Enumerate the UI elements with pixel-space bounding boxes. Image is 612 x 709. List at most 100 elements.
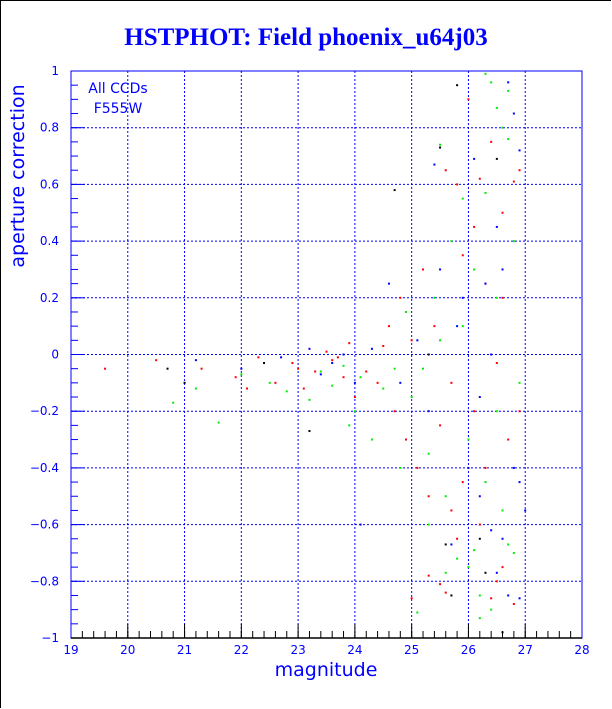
data-point-black [308,430,311,433]
data-point-red [427,574,430,577]
data-point-red [473,410,476,413]
data-point-red [348,342,351,345]
data-point-blue [433,163,436,166]
data-point-green [467,438,470,441]
data-point-green [319,370,322,373]
data-point-green [507,89,510,92]
data-point-red [501,296,504,299]
data-point-green [422,367,425,370]
data-point-red [410,339,413,342]
data-point-blue [461,296,464,299]
data-point-green [308,398,311,401]
data-point-red [444,591,447,594]
data-point-green [353,410,356,413]
data-point-blue [240,367,243,370]
data-point-red [473,225,476,228]
data-point-blue [495,225,498,228]
data-point-red [297,367,300,370]
data-point-red [461,481,464,484]
data-point-red [365,370,368,373]
data-point-green [467,566,470,569]
data-point-green [410,396,413,399]
data-point-blue [478,495,481,498]
data-point-red [427,495,430,498]
data-point-red [314,370,317,373]
data-point-red [257,356,260,359]
data-point-red [478,177,481,180]
y-tick-label: 0.6 [40,177,59,191]
y-tick-label: 0.8 [40,121,59,135]
data-point-red [274,381,277,384]
x-tick-label: 19 [63,643,78,657]
data-point-blue [450,543,453,546]
data-point-green [456,557,459,560]
data-point-green [501,509,504,512]
data-point-red [353,396,356,399]
chart-title: HSTPHOT: Field phoenix_u64j03 [124,24,488,51]
data-point-blue [495,571,498,574]
y-tick-label: −0.4 [30,461,59,475]
data-point-red [450,381,453,384]
data-point-black [450,594,453,597]
data-point-green [495,106,498,109]
data-point-green [416,611,419,614]
data-point-blue [518,149,521,152]
data-point-blue [342,353,345,356]
data-point-red [512,602,515,605]
data-point-green [370,438,373,441]
data-point-red [518,410,521,413]
x-tick-label: 20 [120,643,135,657]
y-tick-label: 1 [51,64,59,78]
data-point-green [382,387,385,390]
data-point-blue [319,373,322,376]
data-point-green [427,523,430,526]
data-point-blue [280,356,283,359]
data-point-red [484,466,487,469]
y-axis-label: aperture correction [7,84,29,267]
data-point-black [478,537,481,540]
data-point-blue [331,362,334,365]
data-point-green [490,81,493,84]
data-point-green [427,452,430,455]
annotation-ccds: All CCDs [88,81,147,97]
data-point-red [461,254,464,257]
data-point-blue [439,268,442,271]
data-point-green [512,240,515,243]
x-tick-label: 25 [404,643,419,657]
data-point-green [217,421,220,424]
data-point-red [512,180,515,183]
data-point-green [342,364,345,367]
data-point-green [495,296,498,299]
data-point-red [439,583,442,586]
data-point-red [467,98,470,101]
data-point-green [473,268,476,271]
data-point-black [439,146,442,149]
y-tick-label: −0.6 [30,518,59,532]
data-point-black [183,381,186,384]
data-point-black [166,367,169,370]
grid-lines [71,71,582,638]
data-point-red [376,381,379,384]
y-tick-label: 0.4 [40,234,59,248]
data-point-green [478,594,481,597]
data-point-blue [359,523,362,526]
data-point-green [484,191,487,194]
x-tick-label: 27 [518,643,533,657]
data-point-green [268,381,271,384]
data-points [104,72,527,634]
data-point-red [331,359,334,362]
data-point-blue [518,597,521,600]
x-tick-label: 28 [574,643,589,657]
data-point-blue [512,466,515,469]
data-point-red [382,344,385,347]
data-point-black [501,631,504,634]
data-point-blue [387,282,390,285]
data-point-red [456,183,459,186]
data-point-red [104,367,107,370]
data-point-red [336,356,339,359]
data-point-red [325,350,328,353]
data-point-green [490,608,493,611]
data-point-green [461,197,464,200]
data-point-green [507,138,510,141]
